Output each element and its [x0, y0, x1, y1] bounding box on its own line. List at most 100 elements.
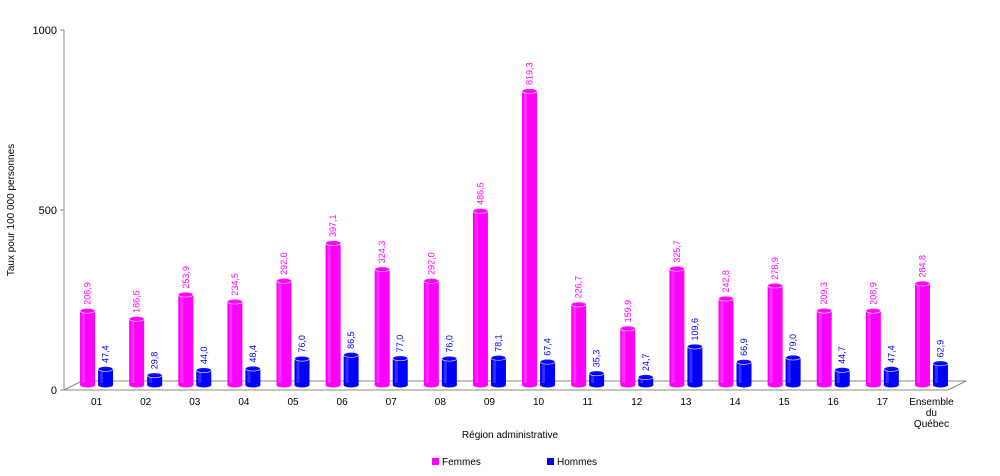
bar-hommes — [441, 355, 458, 388]
value-label-femmes: 159,9 — [623, 300, 633, 323]
value-label-hommes: 44,7 — [837, 346, 847, 364]
bar-hommes — [736, 359, 752, 388]
bar-hommes — [343, 352, 359, 388]
value-label-femmes: 819,3 — [525, 63, 535, 86]
value-label-femmes: 253,9 — [181, 266, 191, 289]
value-label-femmes: 486,5 — [475, 182, 485, 205]
bar-femmes — [177, 291, 194, 388]
bar-femmes — [914, 280, 931, 388]
bar-femmes — [865, 307, 882, 388]
bar-femmes — [816, 307, 833, 388]
y-axis-ticks: 0 500 1000 — [33, 25, 64, 397]
chart-bars: 208,9 47,4 186,5 29,8 253,9 44,0 234,5 48,4 292,… — [79, 63, 949, 388]
legend-swatch — [547, 458, 554, 465]
bar-hommes — [785, 354, 801, 388]
x-tick-label: 13 — [680, 397, 692, 408]
bar-hommes — [490, 355, 507, 388]
bar-hommes — [834, 367, 851, 388]
value-label-hommes: 62,9 — [935, 340, 945, 358]
value-label-femmes: 208,9 — [868, 282, 878, 305]
value-label-hommes: 76,0 — [297, 335, 307, 353]
bar-femmes — [79, 307, 96, 388]
bar-hommes — [588, 370, 605, 388]
value-label-femmes: 324,3 — [377, 241, 387, 264]
x-tick-label: 14 — [729, 397, 741, 408]
x-tick-label: 17 — [877, 397, 889, 408]
x-tick-label: Ensemble du Québec — [909, 397, 954, 430]
x-tick-label: 06 — [337, 397, 349, 408]
x-tick-label: 11 — [582, 397, 593, 408]
value-label-hommes: 44,0 — [199, 347, 209, 365]
x-tick-label: 08 — [435, 397, 447, 408]
bar-femmes — [472, 208, 489, 388]
value-label-hommes: 24,7 — [641, 354, 651, 372]
value-label-femmes: 325,7 — [672, 240, 682, 263]
x-tick-label: 10 — [533, 397, 545, 408]
bar-femmes — [767, 282, 783, 388]
value-label-femmes: 397,1 — [328, 215, 338, 238]
x-tick-label: 09 — [484, 397, 496, 408]
y-tick-label: 500 — [39, 205, 57, 217]
y-tick-label: 0 — [51, 385, 57, 397]
value-label-hommes: 86,5 — [346, 331, 356, 349]
bar-femmes — [718, 295, 734, 388]
legend-label: Hommes — [557, 457, 597, 468]
value-label-hommes: 48,4 — [248, 345, 258, 363]
value-label-femmes: 278,9 — [770, 257, 780, 280]
value-label-femmes: 284,8 — [917, 255, 927, 278]
value-label-hommes: 79,0 — [788, 334, 798, 352]
value-label-hommes: 78,1 — [493, 334, 503, 352]
bar-femmes — [521, 88, 538, 388]
y-axis-title: Taux pour 100 000 personnes — [6, 144, 17, 276]
bar-femmes — [374, 266, 391, 388]
y-tick-label: 1000 — [33, 25, 57, 37]
value-label-femmes: 186,5 — [132, 290, 142, 313]
bar-femmes — [227, 298, 243, 388]
value-label-hommes: 77,0 — [395, 335, 405, 353]
x-tick-label: 12 — [631, 397, 643, 408]
value-label-hommes: 29,8 — [150, 352, 160, 370]
x-tick-label: 05 — [287, 397, 299, 408]
value-label-femmes: 209,3 — [819, 282, 829, 305]
bar-femmes — [423, 278, 440, 388]
value-label-femmes: 292,0 — [279, 252, 289, 275]
legend-label: Femmes — [442, 457, 481, 468]
legend-swatch — [432, 458, 439, 465]
bar-hommes — [245, 365, 261, 388]
bar-femmes — [570, 301, 587, 388]
x-tick-label: 01 — [91, 397, 103, 408]
x-tick-label: 02 — [140, 397, 152, 408]
bar-femmes — [669, 265, 685, 388]
value-label-hommes: 109,6 — [690, 318, 700, 341]
legend: Femmes Hommes — [432, 457, 597, 468]
x-axis-categories: 01 02 03 04 05 06 07 08 09 10 11 12 13 14 15 16 17 Ensemb… — [91, 397, 954, 430]
value-label-hommes: 66,9 — [739, 338, 749, 356]
bar-femmes — [128, 316, 145, 388]
value-label-hommes: 47,4 — [886, 345, 896, 363]
x-tick-label: 07 — [386, 397, 398, 408]
x-axis-title: Région administrative — [462, 430, 559, 441]
value-label-femmes: 234,5 — [230, 273, 240, 296]
bar-hommes — [195, 367, 212, 388]
bar-hommes — [294, 355, 310, 388]
x-tick-label: 04 — [238, 397, 250, 408]
bar-hommes — [687, 343, 703, 388]
bar-femmes — [276, 278, 292, 388]
bar-hommes — [146, 372, 163, 388]
value-label-hommes: 35,3 — [592, 350, 602, 368]
value-label-femmes: 242,8 — [721, 270, 731, 293]
value-label-hommes: 47,4 — [101, 345, 111, 363]
bar-femmes — [619, 325, 636, 388]
x-tick-label: 16 — [828, 397, 840, 408]
bar-hommes — [883, 366, 900, 388]
value-label-femmes: 226,7 — [574, 276, 584, 299]
value-label-hommes: 67,4 — [543, 338, 553, 356]
bar-hommes — [932, 360, 949, 388]
value-label-femmes: 292,0 — [426, 252, 436, 275]
value-label-femmes: 208,9 — [83, 282, 93, 305]
bar-hommes — [97, 366, 114, 388]
bar-hommes — [637, 374, 654, 388]
value-label-hommes: 76,0 — [444, 335, 454, 353]
bar-hommes — [392, 355, 409, 388]
